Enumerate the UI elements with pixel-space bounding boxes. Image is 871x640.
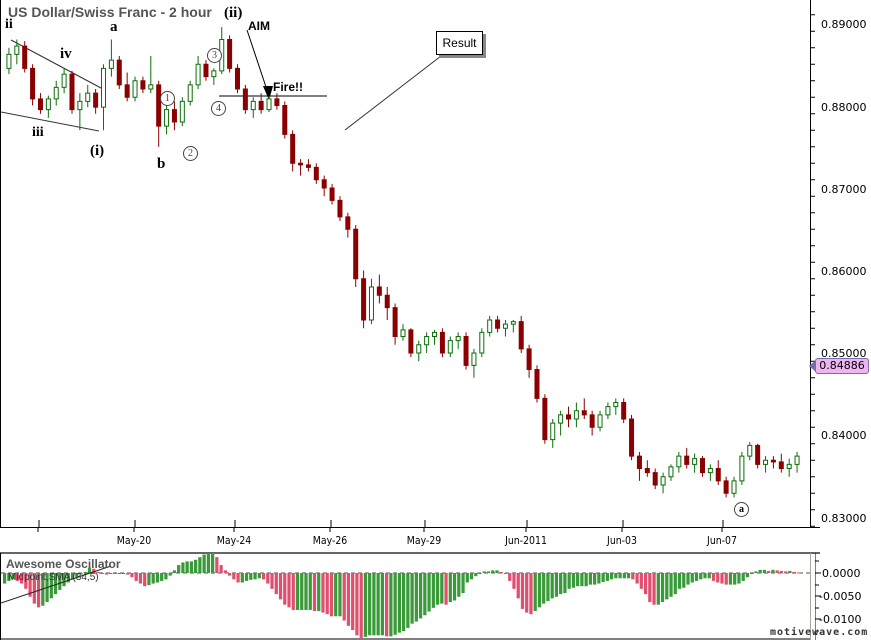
circled-label-a: a — [734, 502, 749, 517]
date-label: Jun-07 — [707, 534, 737, 547]
wave-label-a: a — [110, 19, 118, 35]
fire-label: Fire!! — [273, 80, 303, 94]
x-axis-ticks — [38, 520, 724, 527]
circled-label-2: 2 — [183, 146, 198, 161]
date-label: May-24 — [216, 534, 252, 547]
price-label: 0.89000 — [821, 18, 867, 31]
oscillator-params: Midpoint,SMA (34,5) — [8, 572, 99, 583]
circled-label-1: 1 — [160, 91, 175, 106]
time-axis[interactable] — [0, 527, 820, 554]
watermark: motivewave.com — [770, 627, 869, 638]
price-label: 0.88000 — [821, 101, 867, 114]
date-label: Jun-2011 — [505, 534, 547, 547]
oscillator-title: Awesome Oscillator — [6, 557, 121, 571]
aim-arrow-line — [246, 29, 268, 91]
wave-label-iii: iii — [32, 125, 44, 140]
date-label: May-20 — [116, 534, 152, 547]
price-label: 0.84000 — [821, 429, 867, 442]
chart-title: US Dollar/Swiss Franc - 2 hour — [8, 4, 212, 20]
osc-axis-label: -0.0100 — [819, 613, 862, 626]
circled-label-3: 3 — [207, 48, 222, 63]
current-price-tag: 0.84886 — [809, 358, 869, 374]
wave-label-iv: iv — [60, 46, 72, 62]
result-pointer-line — [344, 55, 442, 131]
oscillator-panel[interactable] — [0, 553, 811, 640]
price-label: 0.87000 — [821, 183, 867, 196]
price-axis-ticks — [811, 14, 815, 527]
price-label: 0.85000 — [821, 347, 867, 360]
wedge-lower-line — [1, 111, 100, 132]
price-label: 0.83000 — [821, 512, 867, 525]
result-callout[interactable]: Result — [436, 31, 483, 55]
osc-axis-label: 0.0000 — [822, 567, 861, 580]
wave-label-b: b — [157, 156, 166, 172]
candlestick-plot — [1, 27, 800, 527]
price-axis[interactable] — [810, 0, 871, 527]
date-label: May-26 — [312, 534, 348, 547]
osc-axis-label: -0.0050 — [819, 590, 862, 603]
oscillator-histogram — [1, 553, 810, 640]
price-label: 0.86000 — [821, 265, 867, 278]
price-panel[interactable] — [0, 0, 811, 528]
oscillator-axis[interactable] — [815, 553, 871, 640]
wave-label-ii: ii — [5, 17, 13, 32]
date-label: Jun-03 — [607, 534, 637, 547]
circled-label-4: 4 — [211, 101, 226, 116]
aim-arrow-head — [263, 86, 273, 100]
time-axis-ticks — [37, 528, 723, 532]
oscillator-axis-ticks — [815, 553, 821, 640]
wave-label-ii-paren: (ii) — [224, 5, 243, 21]
wave-label-i-paren: (i) — [90, 143, 105, 159]
osc-trend-line — [1, 565, 112, 604]
aim-label: AIM — [248, 19, 270, 33]
date-label: May-29 — [406, 534, 442, 547]
